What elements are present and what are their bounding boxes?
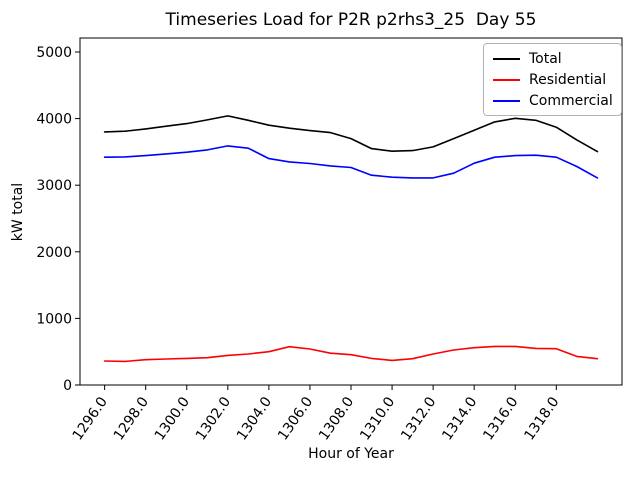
legend-line-total <box>493 57 520 60</box>
y-tick-label: 0 <box>63 378 72 394</box>
chart-title: Timeseries Load for P2R p2rhs3_25 Day 55 <box>165 10 537 30</box>
legend-entry-residential: Residential <box>493 69 615 90</box>
x-tick-label: 1318.0 <box>521 394 562 443</box>
legend-label: Commercial <box>529 92 613 109</box>
legend-entry-commercial: Commercial <box>493 90 615 111</box>
y-axis-label: kW total <box>10 182 26 242</box>
legend-line-commercial <box>493 99 520 102</box>
series-line-residential <box>103 345 599 363</box>
legend-entry-total: Total <box>493 48 615 69</box>
legend-label: Total <box>529 50 562 67</box>
x-tick-label: 1296.0 <box>70 394 111 443</box>
x-tick-label: 1312.0 <box>398 394 439 443</box>
legend-line-residential <box>493 78 520 81</box>
legend-label: Residential <box>529 71 607 88</box>
y-tick-label: 4000 <box>36 112 72 128</box>
series-line-total <box>103 115 599 153</box>
legend: Total Residential Commercial <box>483 43 622 116</box>
x-tick-label: 1300.0 <box>152 394 193 443</box>
x-tick-label: 1310.0 <box>357 394 398 443</box>
x-tick-label: 1308.0 <box>316 394 357 443</box>
x-axis-label: Hour of Year <box>308 446 394 462</box>
y-tick-label: 2000 <box>36 245 72 261</box>
y-tick-label: 1000 <box>36 311 72 327</box>
y-tick-label: 3000 <box>36 178 72 194</box>
x-tick-label: 1298.0 <box>111 394 152 443</box>
series-line-commercial <box>103 145 599 179</box>
x-tick-label: 1316.0 <box>480 394 521 443</box>
x-tick-label: 1304.0 <box>234 394 275 443</box>
x-tick-label: 1314.0 <box>439 394 480 443</box>
y-tick-label: 5000 <box>36 45 72 61</box>
x-tick-label: 1302.0 <box>193 394 234 443</box>
x-tick-label: 1306.0 <box>275 394 316 443</box>
